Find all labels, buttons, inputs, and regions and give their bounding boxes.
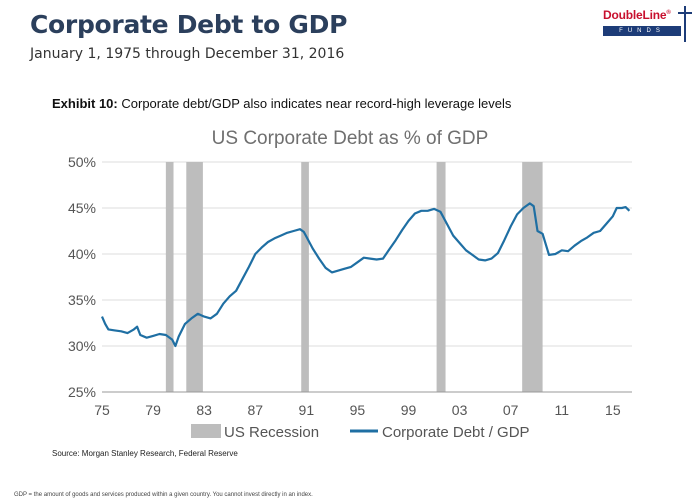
source-note: Source: Morgan Stanley Research, Federal…	[52, 449, 238, 458]
y-tick-label: 35%	[68, 292, 96, 308]
y-tick-label: 45%	[68, 200, 96, 216]
logo-funds-bar: FUNDS	[603, 26, 681, 36]
doubleline-logo: DoubleLine® FUNDS	[600, 6, 692, 42]
legend-recession-swatch	[191, 424, 221, 438]
legend-series-label: Corporate Debt / GDP	[382, 424, 530, 441]
page-subtitle: January 1, 1975 through December 31, 201…	[30, 46, 345, 62]
recession-band	[186, 162, 203, 392]
exhibit-text: Corporate debt/GDP also indicates near r…	[121, 96, 512, 111]
recession-band	[301, 162, 309, 392]
x-tick-label: 91	[299, 402, 315, 418]
x-tick-label: 75	[94, 402, 110, 418]
recession-band	[522, 162, 543, 392]
x-tick-label: 03	[452, 402, 468, 418]
x-tick-label: 11	[554, 402, 569, 418]
x-tick-label: 95	[350, 402, 366, 418]
footnote: GDP = the amount of goods and services p…	[14, 492, 313, 498]
legend-recession-label: US Recession	[224, 424, 319, 441]
logo-funds-text: FUNDS	[619, 28, 665, 34]
x-tick-label: 07	[503, 402, 519, 418]
page-title: Corporate Debt to GDP	[30, 10, 348, 39]
logo-mark-horizontal	[678, 12, 692, 14]
recession-band	[436, 162, 446, 392]
x-tick-label: 79	[145, 402, 161, 418]
y-tick-label: 30%	[68, 338, 96, 354]
chart-title: US Corporate Debt as % of GDP	[211, 128, 489, 149]
y-tick-label: 25%	[68, 384, 96, 400]
y-tick-label: 50%	[68, 154, 96, 170]
x-tick-label: 15	[605, 402, 621, 418]
x-tick-label: 83	[196, 402, 212, 418]
x-tick-label: 99	[401, 402, 417, 418]
exhibit-label: Exhibit 10:	[52, 96, 118, 111]
x-tick-label: 87	[247, 402, 263, 418]
logo-mark-vertical	[684, 6, 686, 42]
logo-name: DoubleLine®	[603, 8, 671, 22]
recession-band	[165, 162, 174, 392]
y-tick-label: 40%	[68, 246, 96, 262]
series-line	[100, 202, 631, 348]
exhibit-caption: Exhibit 10: Corporate debt/GDP also indi…	[52, 96, 511, 111]
